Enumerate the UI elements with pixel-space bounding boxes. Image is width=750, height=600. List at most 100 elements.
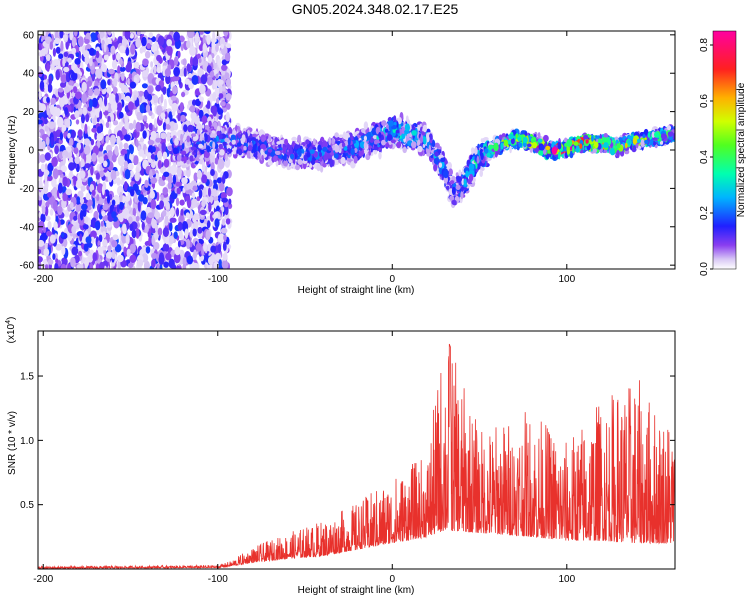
spectrogram-cell [79,210,84,221]
spectrogram-cell [151,146,156,153]
spectrogram-cell [186,255,194,265]
spectrogram-cell [134,77,138,84]
spectrogram-cell [154,154,158,162]
spectrogram-cell [73,215,78,221]
spectrogram-cell [103,43,107,53]
spectrogram-cell [213,260,219,269]
spectrogram-cell [208,120,212,128]
spectrogram-cell [139,47,144,54]
spectrogram-cell [192,99,197,106]
spectrogram-cell [202,186,207,197]
spectrogram-cell [172,174,177,185]
spectrogram-cell [98,213,103,220]
spectrogram-cell [69,168,73,178]
spectrogram-cell [220,101,226,107]
spectrogram-cell [60,74,68,84]
spectrogram-cell [112,31,115,41]
spectrogram-cell [151,218,157,229]
spectrogram-cell [206,34,211,45]
spectrogram-cell [146,43,151,49]
spectrogram-cell [173,252,181,264]
spectrogram-cell [41,140,46,151]
spectrogram-cell [135,139,139,148]
spectrogram-cell [169,207,175,217]
spectrogram-cell [156,54,162,62]
spectrogram-cell [62,176,68,187]
spectrogram-cell [193,249,198,259]
spectrogram-cell [217,159,225,170]
spectrogram-cell [128,73,133,80]
spectrogram-cell [226,103,231,110]
spectrogram-cell [75,203,82,214]
spectrogram-cell [38,248,42,255]
spectrogram-cell [68,162,75,171]
spectrogram-cell [43,74,47,80]
spectrogram-cell [47,162,54,172]
spectrogram-cell [176,265,181,269]
spectrogram-cell [94,132,98,140]
spectrogram-cell [59,31,64,39]
spectrogram-cell [150,130,157,139]
spectrogram-cell [225,93,232,101]
spectrogram-cell [225,111,230,123]
spectrogram-cell [210,169,215,176]
spectrogram-cell [63,51,69,58]
spectrogram-cell [52,201,58,212]
spectrogram-cell [99,110,103,120]
spectrogram-cell [170,95,177,101]
spectrogram-cell [121,72,125,82]
spectrogram-cell [130,189,135,197]
spectrogram-cell [171,264,177,269]
spectrogram-cell [116,135,121,146]
spectrogram-cell [50,136,55,147]
spectrogram-cell [123,181,128,192]
spectrogram-cell [147,139,155,146]
spectrogram-cell [105,121,110,128]
spectrogram-cell [206,76,213,86]
spectrogram-cell [111,59,118,70]
spectrogram-cell [44,206,49,217]
spectrogram-cell [206,220,211,229]
spectrogram-cell [127,162,134,171]
spectrogram-cell [41,232,48,241]
spectrogram-cell [60,40,64,52]
spectrogram-cell [148,110,153,116]
spectrogram-cell [211,188,218,197]
spectrogram-cell [102,239,108,247]
spectrogram-cell [80,185,86,192]
spectrogram-cell [41,35,46,41]
spectrogram-cell [193,221,199,229]
spectrogram-cell [162,243,170,252]
spectrogram-cell [118,213,124,223]
spectrogram-cell [140,137,145,143]
spectrogram-cell [65,188,72,196]
spectrogram-cell [46,175,53,182]
spectrogram-cell [202,161,206,172]
spectrogram-cell [56,116,64,128]
spectrogram-cell [38,104,42,111]
spectrogram-cell [95,172,100,180]
spectrogram-cell [64,86,70,93]
spectrogram-cell [54,262,59,269]
spectrogram-cell [88,99,93,109]
spectrogram-cell [60,263,67,269]
spectrogram-cell [129,243,136,254]
spectrogram-cell [154,118,157,129]
spectrogram-cell [62,58,66,67]
spectrogram-cell [67,263,71,269]
spectrogram-cell [103,54,109,61]
spectrogram-cell [111,153,117,163]
spectrogram-cell [226,187,233,197]
spectrogram-cell [51,156,58,167]
spectrogram-cell [165,237,169,245]
spectrogram-cell [157,160,162,169]
spectrogram-cell [69,137,74,146]
spectrogram-cell [96,68,103,79]
spectrogram-cell [124,195,131,202]
spectrogram-cell [169,222,173,232]
spectrogram-cell [128,122,134,131]
spectrogram-cell [70,257,76,268]
spectrogram-cell [201,115,208,124]
spectrogram-cell [105,135,110,144]
spectrogram-cell [124,169,131,180]
